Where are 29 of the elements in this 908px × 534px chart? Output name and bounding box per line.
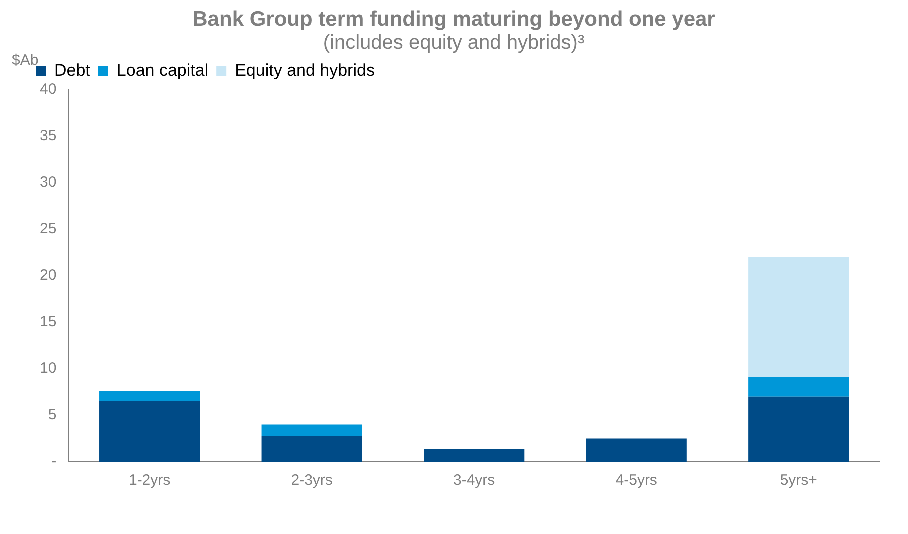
x-tick-label: 1-2yrs [128, 472, 171, 490]
legend-label: Debt [54, 61, 91, 80]
bar [748, 377, 850, 397]
chart-title: Bank Group term funding maturing beyond one year [192, 8, 716, 32]
y-tick-label: 25 [40, 220, 57, 238]
x-tick-label: 3-4yrs [454, 472, 496, 490]
bar [586, 438, 687, 462]
y-tick-label: - [52, 453, 57, 470]
bar [262, 436, 362, 462]
y-axis-title: $Ab [12, 52, 39, 69]
y-tick-label: 15 [40, 314, 57, 331]
x-tick-label: 4-5yrs [616, 472, 658, 490]
y-tick-label: 5 [48, 406, 57, 424]
bar [424, 448, 525, 462]
y-tick-label: 35 [40, 128, 57, 145]
y-tick-label: 40 [40, 81, 57, 98]
x-tick-label: 2-3yrs [291, 472, 333, 490]
legend-label: Loan capital [116, 61, 209, 80]
bar [748, 257, 850, 378]
bar [748, 396, 850, 462]
y-tick-label: 20 [40, 267, 57, 284]
legend-label: Equity and hybrids [235, 61, 375, 80]
chart-subtitle: (includes equity and hybrids)³ [323, 32, 585, 54]
x-tick-label: 5yrs+ [780, 472, 818, 490]
y-tick-label: 30 [40, 174, 57, 192]
bar [100, 402, 200, 462]
bar [262, 424, 362, 436]
y-tick-label: 10 [40, 360, 57, 378]
bar [100, 391, 200, 402]
